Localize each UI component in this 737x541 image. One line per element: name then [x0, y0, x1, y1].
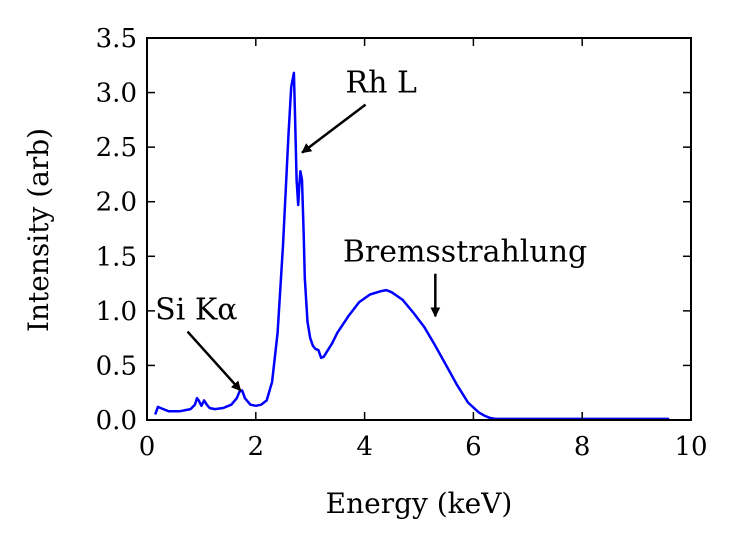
y-tick-label: 3.5	[96, 24, 137, 54]
y-tick-label: 0.0	[96, 406, 137, 436]
x-tick-label: 4	[356, 432, 373, 462]
plot-frame	[146, 37, 692, 421]
annotation-arrow-2	[186, 330, 242, 392]
y-axis-title: Intensity (arb)	[22, 128, 55, 332]
annotation-label-1: Bremsstrahlung	[343, 235, 587, 270]
x-tick-label: 8	[574, 432, 591, 462]
plot-area	[146, 37, 692, 421]
annotation-arrow-0	[301, 103, 367, 154]
x-tick-label: 2	[248, 432, 265, 462]
y-tick-label: 1.5	[96, 242, 137, 272]
x-tick-label: 6	[465, 432, 482, 462]
x-tick-label: 10	[674, 432, 707, 462]
axis-ticks: 0 2 4 6 8 10 0.0 0.5 1.0 1.5 2.0 2.5 3.0 3.5	[96, 24, 708, 462]
y-tick-label: 0.5	[96, 351, 137, 381]
annotation-label-2: Si Kα	[155, 293, 237, 328]
annotation-label-0: Rh L	[346, 66, 417, 101]
annotations: Rh L Bremsstrahlung Si Kα	[155, 66, 587, 392]
y-tick-label: 3.0	[96, 79, 137, 109]
x-axis-title: Energy (keV)	[326, 487, 513, 520]
y-tick-label: 2.5	[96, 133, 137, 163]
y-tick-label: 1.0	[96, 297, 137, 327]
x-tick-label: 0	[139, 432, 156, 462]
series-line-0	[154, 71, 670, 421]
y-tick-label: 2.0	[96, 188, 137, 218]
